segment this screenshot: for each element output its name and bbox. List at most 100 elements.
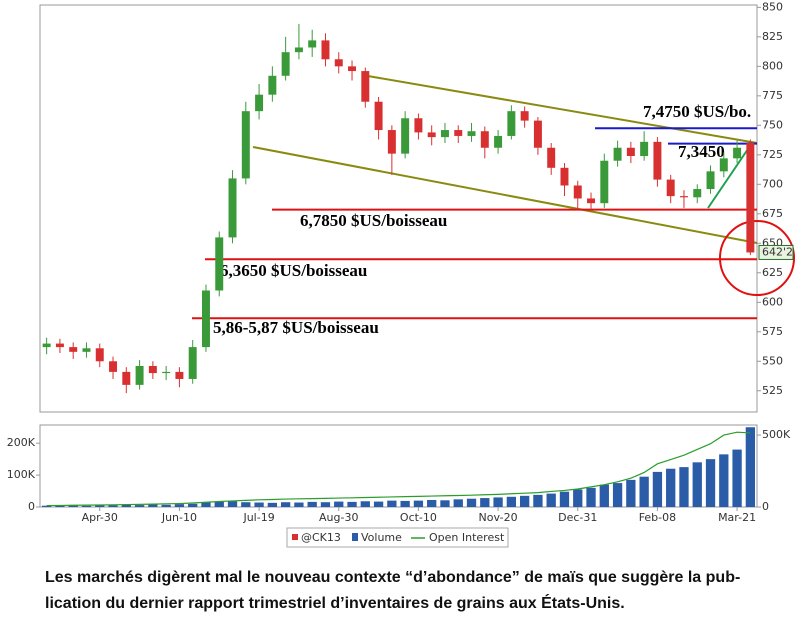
candle-body <box>719 158 728 172</box>
candle-body <box>600 160 609 204</box>
y2-tick-label: 0 <box>762 500 769 513</box>
volume-bar <box>559 491 570 507</box>
y-tick-label: 725 <box>762 148 783 161</box>
candle-body <box>321 40 330 60</box>
volume-bar <box>586 487 596 507</box>
volume-bar <box>679 467 689 507</box>
y-tick-label: 750 <box>762 118 783 131</box>
volume-bar <box>41 505 52 507</box>
volume-bar <box>201 502 211 507</box>
volume-bar <box>108 505 118 507</box>
trend-line <box>252 146 758 244</box>
candle-body <box>706 171 715 190</box>
y-tick-label: 100K <box>7 468 36 481</box>
y-tick-label: 0 <box>28 500 35 513</box>
volume-bar <box>519 495 530 507</box>
candle-body <box>573 185 582 199</box>
x-tick-label: Aug-30 <box>319 511 358 524</box>
legend <box>286 527 509 548</box>
volume-bar <box>732 449 742 507</box>
x-tick-label: Apr-30 <box>82 511 118 524</box>
volume-bar <box>599 484 609 507</box>
volume-bar <box>573 489 583 507</box>
volume-bar <box>427 499 437 507</box>
y-tick-label: 825 <box>762 30 783 43</box>
candle-body <box>201 290 210 348</box>
candle-body <box>679 196 688 198</box>
volume-bar <box>81 505 92 507</box>
last-price-label: 642'2 <box>762 245 793 258</box>
legend-swatch <box>292 534 298 540</box>
volume-bar <box>493 497 503 507</box>
volume-bar <box>307 501 317 507</box>
y-tick-label: 200K <box>7 436 36 449</box>
volume-bar <box>480 498 490 507</box>
volume-bar <box>360 501 370 507</box>
y-tick-label: 775 <box>762 89 783 102</box>
y-tick-label: 800 <box>762 59 783 72</box>
x-tick-label: Oct-10 <box>400 511 437 524</box>
volume-bar <box>334 501 344 507</box>
legend-label: @CK13 <box>301 531 341 544</box>
volume-bar <box>267 502 278 507</box>
volume-bar <box>719 454 729 507</box>
trend-line <box>707 145 751 209</box>
volume-bar <box>347 501 357 507</box>
candle-body <box>693 189 702 198</box>
volume-bar <box>400 500 410 507</box>
highlight-circle <box>719 220 795 296</box>
candle-body <box>162 371 171 374</box>
candle-body <box>467 131 476 136</box>
volume-bar <box>254 502 264 507</box>
candle-body <box>188 347 197 379</box>
candle-body <box>228 178 237 238</box>
candle-body <box>666 179 675 197</box>
annotation: 6,7850 $US/boisseau <box>300 211 447 230</box>
candle-body <box>454 130 463 136</box>
candle-body <box>387 130 396 154</box>
candle-body <box>294 47 303 53</box>
candle-body <box>122 371 131 385</box>
volume-bar <box>666 468 676 507</box>
volume-bar <box>241 502 251 507</box>
volume-bar <box>745 427 756 507</box>
volume-bar <box>387 500 397 507</box>
volume-bar <box>612 483 623 507</box>
volume-bar <box>652 471 663 507</box>
candle-body <box>587 198 596 204</box>
candle-body <box>348 66 357 72</box>
candle-body <box>95 348 104 362</box>
candle-body <box>733 147 742 159</box>
x-tick-label: Mar-21 <box>718 511 756 524</box>
volume-bar <box>227 501 238 507</box>
candle-body <box>361 71 370 102</box>
candle-body <box>440 130 449 138</box>
y-tick-label: 525 <box>762 384 783 397</box>
legend-swatch <box>352 533 358 541</box>
legend-label: Volume <box>361 531 402 544</box>
candle-body <box>334 59 343 67</box>
candle-body <box>135 365 144 385</box>
candle-body <box>560 167 569 186</box>
volume-bar <box>546 493 556 507</box>
legend-label: Open Interest <box>429 531 505 544</box>
candle-body <box>520 111 529 121</box>
annotation: 7,4750 $US/bo. <box>643 102 751 121</box>
volume-bar <box>134 505 145 507</box>
volume-bar <box>506 496 517 507</box>
candle-body <box>414 118 423 133</box>
volume-bar <box>413 500 424 507</box>
volume-bar <box>68 505 78 507</box>
candle-body <box>255 94 264 112</box>
volume-bar <box>533 494 543 507</box>
y-tick-label: 675 <box>762 207 783 220</box>
candle-body <box>148 365 157 374</box>
volume-bar <box>121 504 131 507</box>
annotation: 5,86-5,87 $US/boisseau <box>213 318 379 337</box>
x-tick-label: Dec-31 <box>558 511 597 524</box>
y-tick-label: 850 <box>762 0 783 13</box>
volume-bar <box>294 502 304 507</box>
candle-body <box>613 147 622 161</box>
candle-body <box>69 347 78 352</box>
